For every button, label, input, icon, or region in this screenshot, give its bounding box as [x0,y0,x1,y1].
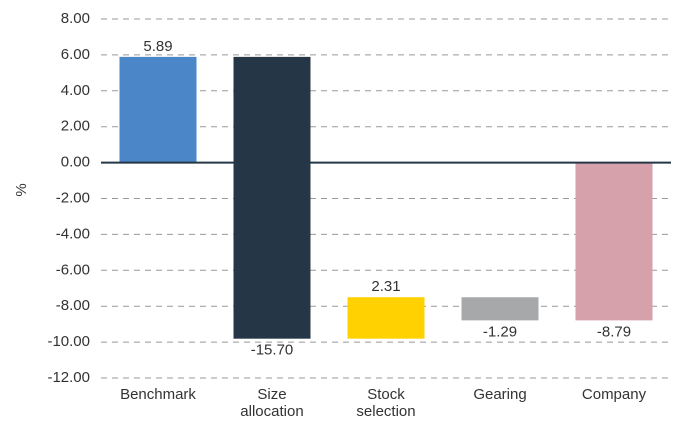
y-tick-label: -4.00 [56,225,90,242]
data-label: 5.89 [143,38,172,55]
data-label: -15.70 [251,342,294,359]
y-tick-label: 0.00 [61,154,90,171]
y-tick-label: -6.00 [56,261,90,278]
y-tick-label: -8.00 [56,297,90,314]
x-tick-label: Company [581,386,647,403]
bar [347,297,425,339]
x-tick-label: Benchmark [120,386,196,403]
y-tick-label: -2.00 [56,189,90,206]
y-tick-label: 6.00 [61,46,90,63]
y-tick-label: -12.00 [47,369,90,386]
y-tick-label: -10.00 [47,333,90,350]
bar [461,297,539,321]
x-tick-label: Stock selection [356,386,416,420]
x-tick-label: Size allocation [240,386,304,420]
y-tick-label: 2.00 [61,118,90,135]
x-tick-label: Gearing [473,386,527,403]
data-label: -1.29 [483,323,517,340]
bar [233,56,311,339]
y-tick-label: 4.00 [61,82,90,99]
data-label: -8.79 [597,323,631,340]
y-axis-label: % [13,183,30,196]
y-tick-label: 8.00 [61,10,90,27]
data-label: 2.31 [371,278,400,295]
bar [575,162,653,321]
bar [119,56,197,163]
